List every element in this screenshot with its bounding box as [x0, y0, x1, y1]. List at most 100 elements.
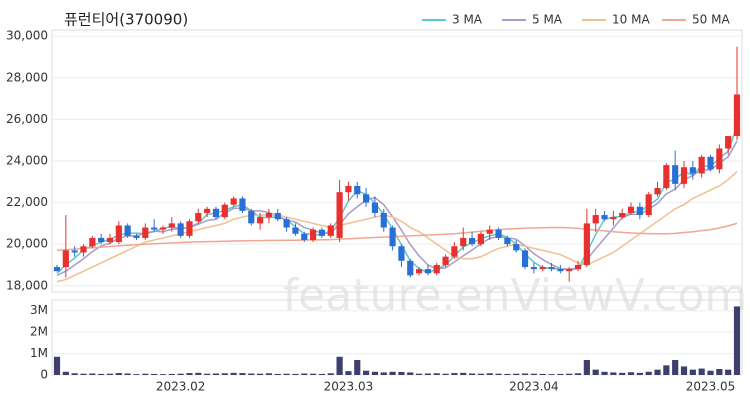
x-tick-label: 2023.02	[156, 380, 206, 394]
candle-body	[53, 267, 61, 272]
candle-body	[707, 156, 714, 170]
candle-body	[115, 225, 122, 243]
legend-label: 10 MA	[612, 13, 650, 27]
candle-body	[204, 208, 211, 213]
candle-body	[186, 221, 193, 236]
candle-body	[486, 229, 493, 234]
y-tick-label: 20,000	[6, 237, 48, 251]
volume-bar	[318, 373, 326, 375]
volume-bar	[530, 373, 537, 375]
x-tick-label: 2023.05	[686, 380, 736, 394]
volume-bar	[521, 373, 529, 375]
candle-body	[689, 167, 696, 174]
volume-bar	[212, 373, 220, 375]
volume-bar	[716, 369, 723, 375]
candle-body	[80, 246, 87, 253]
legend-label: 50 MA	[692, 13, 730, 27]
ma-line	[56, 126, 738, 274]
volume-bar	[168, 373, 175, 375]
volume-bar	[71, 373, 78, 375]
volume-bar	[557, 373, 564, 375]
x-tick-label: 2023.04	[509, 380, 559, 394]
candle-body	[257, 217, 264, 224]
volume-bar	[725, 369, 732, 375]
volume-bar	[354, 360, 361, 375]
candle-body	[363, 194, 370, 203]
volume-bar	[680, 366, 688, 375]
y-tick-label: 28,000	[6, 70, 48, 84]
volume-bar	[733, 306, 741, 375]
volume-tick-label: 1M	[30, 346, 48, 360]
volume-bar	[389, 371, 396, 375]
y-tick-label: 18,000	[6, 278, 48, 292]
candle-body	[451, 246, 458, 257]
candle-body	[725, 136, 732, 149]
candle-body	[460, 237, 467, 247]
candle-body	[716, 148, 723, 170]
ma-line	[56, 222, 738, 252]
candle-body	[566, 269, 573, 272]
volume-tick-label: 3M	[30, 303, 48, 317]
volume-bar	[283, 373, 290, 375]
candle-body	[177, 223, 184, 236]
candle-body	[98, 237, 105, 243]
volume-bar	[186, 373, 193, 375]
candle-body	[106, 237, 114, 243]
volume-bar	[619, 372, 626, 375]
candle-body	[636, 206, 643, 216]
candle-body	[301, 233, 308, 241]
x-tick-label: 2023.03	[324, 380, 374, 394]
volume-bar	[442, 373, 449, 375]
volume-bar	[327, 373, 334, 375]
volume-bar	[380, 372, 387, 375]
candle-body	[539, 267, 546, 270]
volume-bar	[468, 373, 476, 375]
volume-bar	[336, 356, 343, 375]
candle-body	[151, 227, 158, 230]
volume-bar	[689, 369, 696, 375]
volume-bar	[301, 373, 308, 375]
candle-body	[274, 212, 281, 220]
candle-body	[583, 223, 590, 265]
candle-body	[212, 208, 220, 218]
candle-body	[468, 237, 476, 245]
volume-bar	[451, 373, 458, 375]
volume-bar	[663, 365, 670, 375]
candle-body	[619, 212, 626, 218]
candle-body	[645, 194, 652, 216]
candle-body	[663, 165, 670, 189]
chart-title: 퓨런티어(370090)	[64, 11, 188, 29]
volume-bar	[248, 373, 255, 375]
volume-bar	[345, 371, 352, 375]
candle-body	[133, 235, 140, 238]
candle-body	[159, 227, 167, 230]
candle-body	[230, 198, 237, 205]
volume-bar	[398, 372, 405, 375]
volume-bar	[124, 373, 131, 375]
candle-body	[654, 188, 661, 195]
candle-body	[680, 167, 688, 184]
volume-bar	[539, 373, 546, 375]
volume-bar	[707, 370, 714, 375]
volume-bar	[627, 372, 635, 375]
volume-bar	[265, 373, 273, 375]
volume-bar	[495, 373, 502, 375]
volume-bar	[221, 373, 228, 375]
volume-tick-label: 0	[40, 368, 48, 382]
candle-body	[265, 212, 273, 218]
candle-body	[398, 246, 405, 261]
candle-body	[442, 256, 449, 265]
candle-body	[310, 229, 317, 241]
candle-body	[433, 264, 440, 274]
volume-bar	[142, 373, 149, 375]
candle-body	[424, 269, 431, 274]
candle-body	[283, 219, 290, 228]
candle-body	[380, 212, 387, 228]
volume-bar	[592, 369, 599, 375]
volume-bar	[415, 373, 423, 375]
volume-bar	[115, 373, 122, 375]
volume-bar	[513, 373, 520, 375]
candle-body	[574, 264, 582, 270]
volume-bar	[204, 373, 211, 375]
